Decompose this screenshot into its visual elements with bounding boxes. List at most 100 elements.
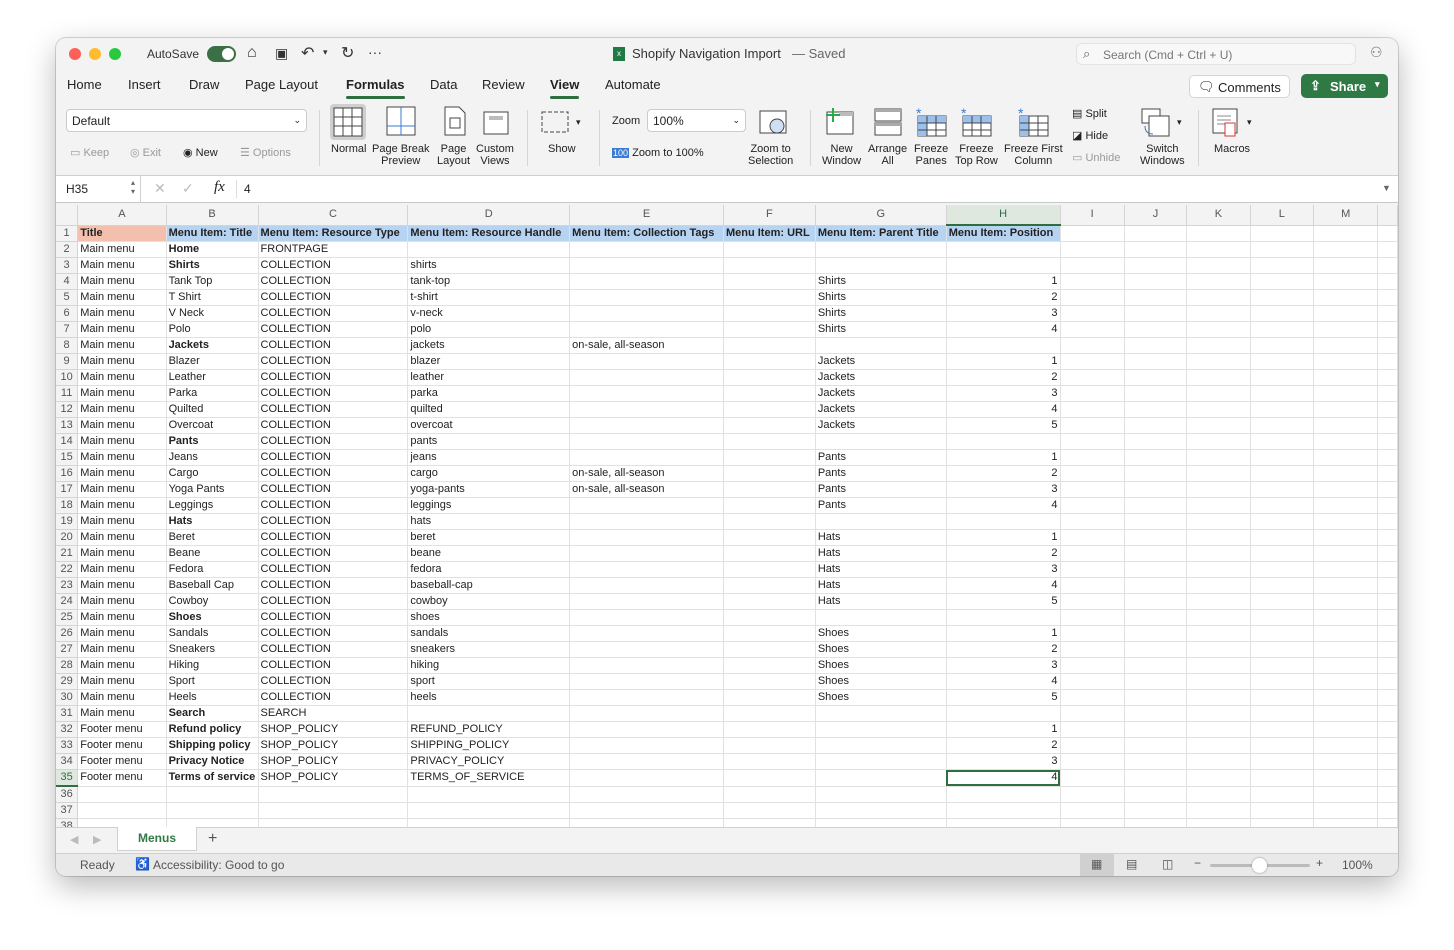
cell-e5[interactable]	[569, 289, 724, 306]
cell-l20[interactable]	[1250, 529, 1314, 546]
zoom-in-button[interactable]: +	[1316, 856, 1324, 870]
cell-b8[interactable]: Jackets	[166, 337, 259, 354]
cell-i25[interactable]	[1060, 609, 1125, 626]
row-header[interactable]: 35	[56, 769, 79, 787]
cell-b26[interactable]: Sandals	[166, 625, 259, 642]
cell-f8[interactable]	[723, 337, 816, 354]
column-header-i[interactable]: I	[1060, 205, 1125, 226]
cell-i5[interactable]	[1060, 289, 1125, 306]
sheet-tab-menus[interactable]: Menus	[117, 827, 197, 851]
cell-d26[interactable]: sandals	[407, 625, 571, 642]
cell-l4[interactable]	[1250, 273, 1314, 290]
cell-j11[interactable]	[1124, 385, 1188, 402]
cell-l19[interactable]	[1250, 513, 1314, 530]
cell-b4[interactable]: Tank Top	[166, 273, 259, 290]
cell-c16[interactable]: COLLECTION	[258, 465, 409, 482]
cell-c37[interactable]	[258, 802, 409, 819]
cell-c35[interactable]: SHOP_POLICY	[258, 769, 409, 787]
cell-h31[interactable]	[946, 705, 1061, 722]
cell-h19[interactable]	[946, 513, 1061, 530]
cell-m35[interactable]	[1313, 769, 1379, 787]
row-header[interactable]: 20	[56, 529, 79, 546]
cell-c5[interactable]: COLLECTION	[258, 289, 409, 306]
cell-l16[interactable]	[1250, 465, 1314, 482]
cell-l18[interactable]	[1250, 497, 1314, 514]
cell-m22[interactable]	[1313, 561, 1379, 578]
cell-k25[interactable]	[1186, 609, 1251, 626]
cell-e28[interactable]	[569, 657, 724, 674]
cell-b31[interactable]: Search	[166, 705, 259, 722]
cell-l15[interactable]	[1250, 449, 1314, 466]
cell-i36[interactable]	[1060, 786, 1125, 803]
cell-d31[interactable]	[407, 705, 571, 722]
cell-k4[interactable]	[1186, 273, 1251, 290]
zoom-to-selection-button[interactable]: Zoom to Selection	[748, 143, 794, 167]
cell-b27[interactable]: Sneakers	[166, 641, 259, 658]
cell-f33[interactable]	[723, 737, 816, 754]
normal-view-button[interactable]	[330, 104, 366, 140]
cell-f30[interactable]	[723, 689, 816, 706]
cell-e25[interactable]	[569, 609, 724, 626]
column-header-g[interactable]: G	[815, 205, 947, 226]
cell-i38[interactable]	[1060, 818, 1125, 827]
cell-m21[interactable]	[1313, 545, 1379, 562]
cell-l31[interactable]	[1250, 705, 1314, 722]
cell-h18[interactable]: 4	[946, 497, 1061, 514]
cell-m19[interactable]	[1313, 513, 1379, 530]
row-header[interactable]: 8	[56, 337, 79, 354]
cell-k20[interactable]	[1186, 529, 1251, 546]
cell-g9[interactable]: Jackets	[815, 353, 947, 370]
tab-review[interactable]: Review	[482, 77, 525, 92]
cell-h36[interactable]	[946, 786, 1061, 803]
cell-e24[interactable]	[569, 593, 724, 610]
cell-f4[interactable]	[723, 273, 816, 290]
cell-e20[interactable]	[569, 529, 724, 546]
cell-a14[interactable]: Main menu	[77, 433, 167, 450]
cell-g21[interactable]: Hats	[815, 545, 947, 562]
cell-c20[interactable]: COLLECTION	[258, 529, 409, 546]
cell-g26[interactable]: Shoes	[815, 625, 947, 642]
cell-h9[interactable]: 1	[946, 353, 1061, 370]
cell-h35[interactable]: 4	[946, 769, 1061, 787]
cell-k27[interactable]	[1186, 641, 1251, 658]
cell-i14[interactable]	[1060, 433, 1125, 450]
cell-c15[interactable]: COLLECTION	[258, 449, 409, 466]
cell-j14[interactable]	[1124, 433, 1188, 450]
cell-g5[interactable]: Shirts	[815, 289, 947, 306]
cell-i2[interactable]	[1060, 241, 1125, 258]
comments-button[interactable]: 🗨 Comments	[1189, 75, 1290, 98]
cell-a23[interactable]: Main menu	[77, 577, 167, 594]
cell-b7[interactable]: Polo	[166, 321, 259, 338]
row-header[interactable]: 9	[56, 353, 79, 370]
cell-i32[interactable]	[1060, 721, 1125, 738]
cell-m23[interactable]	[1313, 577, 1379, 594]
cell-j37[interactable]	[1124, 802, 1188, 819]
collaborate-icon[interactable]: ⚇	[1370, 44, 1383, 60]
cell-g14[interactable]	[815, 433, 947, 450]
cell-m17[interactable]	[1313, 481, 1379, 498]
cell-f36[interactable]	[723, 786, 816, 803]
cell-d38[interactable]	[407, 818, 571, 827]
cell-c24[interactable]: COLLECTION	[258, 593, 409, 610]
column-header-a[interactable]: A	[77, 205, 167, 226]
custom-views-button[interactable]: Custom Views	[476, 143, 514, 167]
cell-e12[interactable]	[569, 401, 724, 418]
cell-l3[interactable]	[1250, 257, 1314, 274]
cell-e2[interactable]	[569, 241, 724, 258]
undo-icon[interactable]: ↶	[301, 45, 315, 62]
cell-f1[interactable]: Menu Item: URL	[723, 225, 816, 242]
row-header[interactable]: 18	[56, 497, 79, 514]
cell-f14[interactable]	[723, 433, 816, 450]
cell-k23[interactable]	[1186, 577, 1251, 594]
cell-k3[interactable]	[1186, 257, 1251, 274]
cell-c6[interactable]: COLLECTION	[258, 305, 409, 322]
cell-b10[interactable]: Leather	[166, 369, 259, 386]
cell-e23[interactable]	[569, 577, 724, 594]
cell-d30[interactable]: heels	[407, 689, 571, 706]
cell-m7[interactable]	[1313, 321, 1379, 338]
cell-g1[interactable]: Menu Item: Parent Title	[815, 225, 947, 242]
cell-l22[interactable]	[1250, 561, 1314, 578]
cell-k22[interactable]	[1186, 561, 1251, 578]
cell-j21[interactable]	[1124, 545, 1188, 562]
cell-c17[interactable]: COLLECTION	[258, 481, 409, 498]
